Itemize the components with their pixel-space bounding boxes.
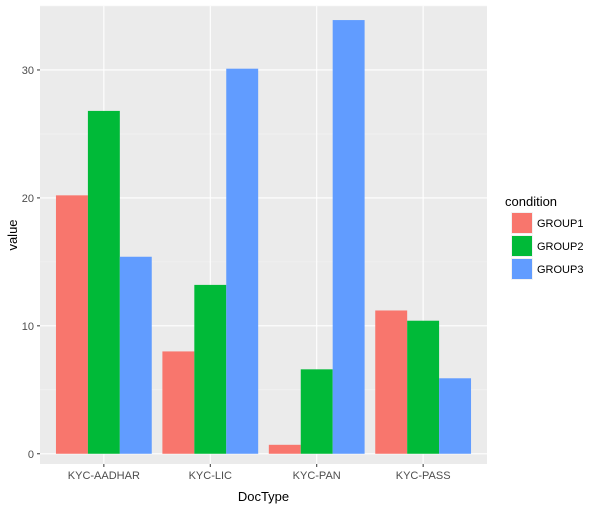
legend-label-group2: GROUP2: [537, 241, 583, 253]
x-axis-ticks: KYC-AADHAR KYC-LIC KYC-PAN KYC-PASS: [68, 464, 451, 482]
y-axis-ticks: 0 10 20 30: [22, 65, 40, 461]
bars: [55, 20, 472, 454]
bar-group2-kyc-pan: [300, 369, 333, 454]
x-tick-label: KYC-LIC: [189, 470, 232, 482]
y-tick-label: 10: [22, 321, 34, 333]
bar-group2-kyc-pass: [407, 320, 440, 454]
x-tick-label: KYC-PASS: [396, 470, 451, 482]
y-axis-title: value: [5, 219, 20, 250]
y-tick-label: 0: [28, 449, 34, 461]
bar-group2-kyc-aadhar: [87, 110, 120, 454]
legend: condition GROUP1 GROUP2 GROUP3: [505, 194, 583, 280]
bar-group1-kyc-pan: [268, 444, 301, 454]
y-tick-label: 30: [22, 65, 34, 77]
bar-group3-kyc-aadhar: [119, 256, 152, 454]
bar-group3-kyc-pass: [439, 378, 472, 454]
bar-group1-kyc-pass: [375, 310, 408, 454]
bar-group1-kyc-aadhar: [55, 195, 88, 454]
bar-group3-kyc-pan: [332, 20, 365, 454]
bar-group1-kyc-lic: [162, 351, 195, 454]
y-tick-label: 20: [22, 193, 34, 205]
legend-swatch-group1: [512, 213, 532, 233]
legend-label-group3: GROUP3: [537, 264, 583, 276]
legend-swatch-group2: [512, 236, 532, 256]
legend-title: condition: [505, 194, 557, 209]
bar-group2-kyc-lic: [194, 284, 227, 454]
legend-label-group1: GROUP1: [537, 218, 583, 230]
x-tick-label: KYC-PAN: [293, 470, 341, 482]
x-axis-title: DocType: [238, 489, 289, 504]
legend-items: GROUP1 GROUP2 GROUP3: [511, 212, 583, 280]
legend-swatch-group3: [512, 259, 532, 279]
bar-group3-kyc-lic: [226, 68, 259, 454]
x-tick-label: KYC-AADHAR: [68, 470, 140, 482]
